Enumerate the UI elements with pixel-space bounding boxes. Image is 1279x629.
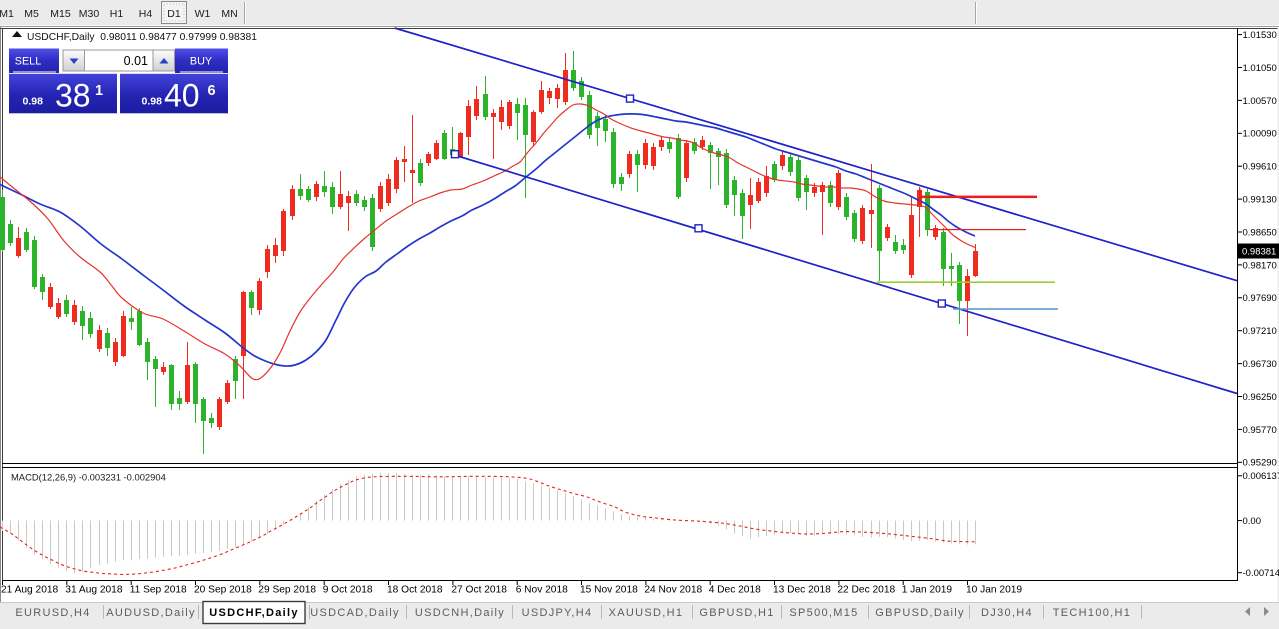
svg-text:EURUSD,H4: EURUSD,H4 [15,607,90,619]
svg-text:24 Nov 2018: 24 Nov 2018 [644,585,702,596]
svg-text:21 Aug 2018: 21 Aug 2018 [1,585,59,596]
svg-text:MN: MN [221,8,237,20]
svg-text:0.96250: 0.96250 [1243,392,1277,403]
svg-text:9 Oct 2018: 9 Oct 2018 [323,585,373,596]
svg-text:6 Nov 2018: 6 Nov 2018 [516,585,568,596]
svg-text:13 Dec 2018: 13 Dec 2018 [773,585,831,596]
svg-text:D1: D1 [167,8,181,20]
svg-text:GBPUSD,Daily: GBPUSD,Daily [875,607,965,619]
svg-text:0.97690: 0.97690 [1243,293,1277,304]
svg-text:27 Oct 2018: 27 Oct 2018 [451,585,507,596]
svg-text:0.98170: 0.98170 [1243,260,1277,271]
svg-text:31 Aug 2018: 31 Aug 2018 [65,585,123,596]
svg-text:0.97210: 0.97210 [1243,326,1277,337]
svg-text:M15: M15 [50,8,71,20]
svg-text:0.99130: 0.99130 [1243,195,1277,206]
svg-text:SP500,M15: SP500,M15 [789,607,858,619]
svg-text:0.01: 0.01 [124,54,148,68]
svg-text:0.00: 0.00 [1243,516,1262,527]
svg-text:18 Oct 2018: 18 Oct 2018 [387,585,443,596]
svg-text:GBPUSD,H1: GBPUSD,H1 [699,607,774,619]
svg-text:M30: M30 [79,8,100,20]
svg-text:AUDUSD,Daily: AUDUSD,Daily [106,607,196,619]
svg-text:M1: M1 [0,8,14,20]
svg-text:1: 1 [95,83,103,99]
svg-text:1.00570: 1.00570 [1243,96,1277,107]
svg-text:38: 38 [55,78,91,114]
svg-text:0.98381: 0.98381 [1242,247,1276,258]
svg-text:6: 6 [208,83,216,99]
svg-text:XAUUSD,H1: XAUUSD,H1 [609,607,684,619]
svg-text:0.98: 0.98 [142,96,163,108]
svg-text:0.96730: 0.96730 [1243,359,1277,370]
svg-text:H1: H1 [110,8,124,20]
svg-text:1.01050: 1.01050 [1243,63,1277,74]
svg-text:0.98650: 0.98650 [1243,227,1277,238]
svg-text:W1: W1 [195,8,211,20]
svg-text:1.01530: 1.01530 [1243,30,1277,41]
svg-text:0.006137: 0.006137 [1243,471,1279,482]
svg-text:0.99610: 0.99610 [1243,162,1277,173]
svg-text:0.95290: 0.95290 [1243,458,1277,469]
svg-text:15 Nov 2018: 15 Nov 2018 [580,585,638,596]
svg-text:0.98: 0.98 [23,96,44,108]
svg-text:22 Dec 2018: 22 Dec 2018 [837,585,895,596]
svg-text:20 Sep 2018: 20 Sep 2018 [194,585,252,596]
svg-text:11 Sep 2018: 11 Sep 2018 [130,585,187,596]
svg-text:10 Jan 2019: 10 Jan 2019 [966,585,1022,596]
svg-text:M5: M5 [24,8,39,20]
svg-text:4 Dec 2018: 4 Dec 2018 [709,585,761,596]
svg-text:USDCHF,Daily: USDCHF,Daily [209,607,299,619]
svg-text:MACD(12,26,9) -0.003231 -0.002: MACD(12,26,9) -0.003231 -0.002904 [11,472,166,483]
svg-text:USDCAD,Daily: USDCAD,Daily [310,607,400,619]
svg-text:0.95770: 0.95770 [1243,425,1277,436]
svg-text:29 Sep 2018: 29 Sep 2018 [258,585,316,596]
svg-text:DJ30,H4: DJ30,H4 [981,607,1033,619]
svg-text:SELL: SELL [15,56,41,68]
svg-text:TECH100,H1: TECH100,H1 [1053,607,1131,619]
svg-text:USDCHF,Daily 0.98011 0.98477: USDCHF,Daily 0.98011 0.98477 0.97999 0.9… [27,32,257,43]
svg-text:40: 40 [164,78,200,114]
svg-text:USDJPY,H4: USDJPY,H4 [522,607,593,619]
svg-text:1.00090: 1.00090 [1243,129,1277,140]
svg-text:BUY: BUY [190,56,212,68]
svg-text:USDCNH,Daily: USDCNH,Daily [415,607,505,619]
svg-text:H4: H4 [139,8,153,20]
svg-text:1 Jan 2019: 1 Jan 2019 [902,585,953,596]
